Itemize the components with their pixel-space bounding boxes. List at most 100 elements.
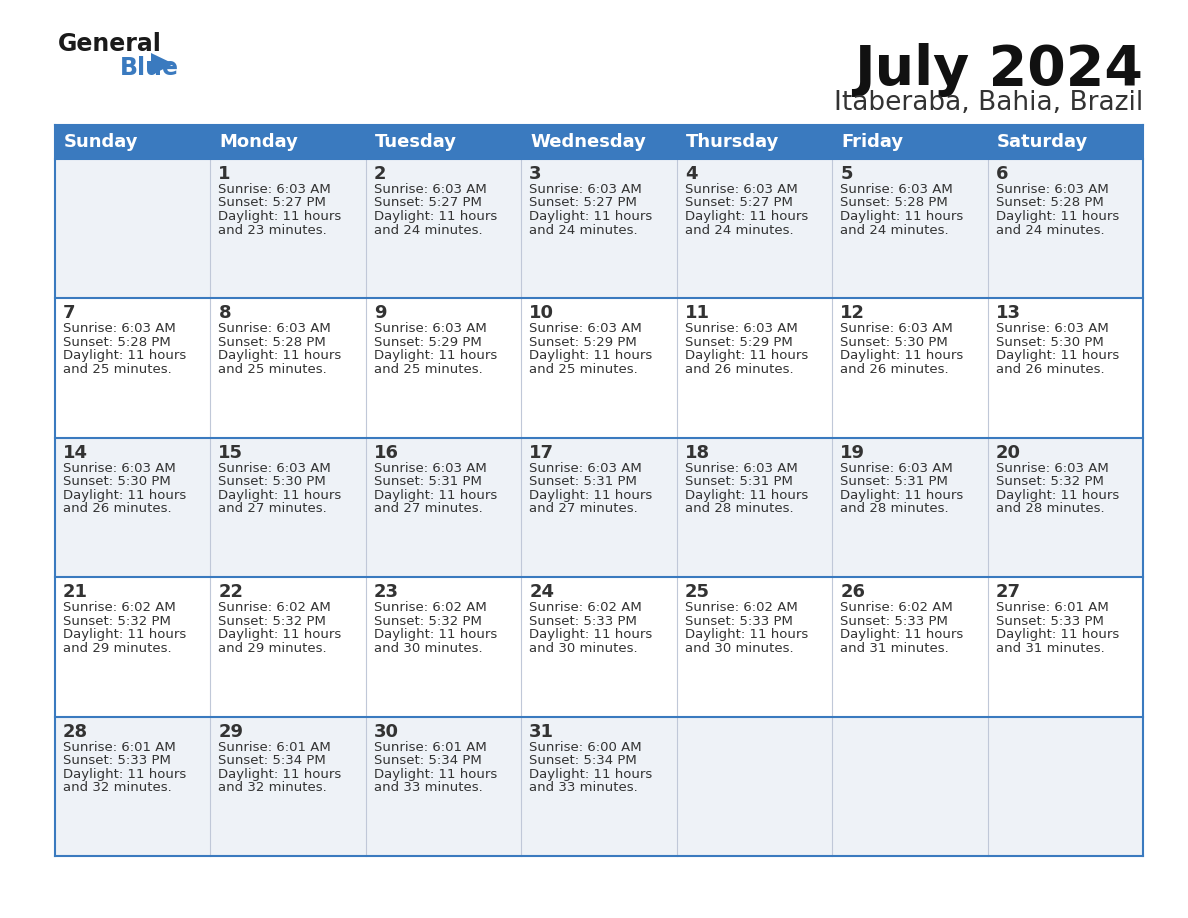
Text: Sunset: 5:31 PM: Sunset: 5:31 PM	[374, 476, 481, 488]
Text: Daylight: 11 hours: Daylight: 11 hours	[530, 210, 652, 223]
Text: 25: 25	[684, 583, 709, 601]
Text: Sunrise: 6:03 AM: Sunrise: 6:03 AM	[219, 322, 331, 335]
Text: Sunrise: 6:03 AM: Sunrise: 6:03 AM	[219, 183, 331, 196]
Text: Sunrise: 6:03 AM: Sunrise: 6:03 AM	[63, 462, 176, 475]
Text: and 30 minutes.: and 30 minutes.	[684, 642, 794, 655]
Text: Daylight: 11 hours: Daylight: 11 hours	[63, 488, 187, 502]
Text: 23: 23	[374, 583, 399, 601]
Text: Daylight: 11 hours: Daylight: 11 hours	[684, 628, 808, 641]
Text: and 25 minutes.: and 25 minutes.	[374, 363, 482, 375]
Text: and 25 minutes.: and 25 minutes.	[530, 363, 638, 375]
Text: Daylight: 11 hours: Daylight: 11 hours	[840, 350, 963, 363]
Text: 15: 15	[219, 443, 244, 462]
Text: Thursday: Thursday	[685, 133, 779, 151]
Text: Sunset: 5:31 PM: Sunset: 5:31 PM	[684, 476, 792, 488]
Text: Sunrise: 6:03 AM: Sunrise: 6:03 AM	[840, 322, 953, 335]
Text: Sunday: Sunday	[64, 133, 139, 151]
Text: Sunrise: 6:03 AM: Sunrise: 6:03 AM	[840, 183, 953, 196]
Text: and 27 minutes.: and 27 minutes.	[530, 502, 638, 515]
Text: Daylight: 11 hours: Daylight: 11 hours	[996, 628, 1119, 641]
Text: Saturday: Saturday	[997, 133, 1088, 151]
Text: Sunset: 5:33 PM: Sunset: 5:33 PM	[63, 754, 171, 767]
Text: and 24 minutes.: and 24 minutes.	[374, 223, 482, 237]
Text: Itaberaba, Bahia, Brazil: Itaberaba, Bahia, Brazil	[834, 90, 1143, 116]
Text: Daylight: 11 hours: Daylight: 11 hours	[684, 488, 808, 502]
Text: Daylight: 11 hours: Daylight: 11 hours	[530, 350, 652, 363]
Text: 2: 2	[374, 165, 386, 183]
Text: Sunrise: 6:03 AM: Sunrise: 6:03 AM	[684, 183, 797, 196]
Text: General: General	[58, 32, 162, 56]
Text: Sunrise: 6:03 AM: Sunrise: 6:03 AM	[684, 462, 797, 475]
Text: Sunset: 5:27 PM: Sunset: 5:27 PM	[684, 196, 792, 209]
Text: Friday: Friday	[841, 133, 903, 151]
Text: and 26 minutes.: and 26 minutes.	[996, 363, 1104, 375]
Text: and 24 minutes.: and 24 minutes.	[530, 223, 638, 237]
Text: and 26 minutes.: and 26 minutes.	[63, 502, 171, 515]
Text: Blue: Blue	[120, 56, 179, 80]
Text: 3: 3	[530, 165, 542, 183]
Text: 14: 14	[63, 443, 88, 462]
Text: Daylight: 11 hours: Daylight: 11 hours	[219, 488, 342, 502]
Text: Sunset: 5:31 PM: Sunset: 5:31 PM	[530, 476, 637, 488]
Text: Sunrise: 6:03 AM: Sunrise: 6:03 AM	[996, 462, 1108, 475]
Text: Sunrise: 6:02 AM: Sunrise: 6:02 AM	[530, 601, 642, 614]
Text: and 27 minutes.: and 27 minutes.	[374, 502, 482, 515]
Text: Sunrise: 6:03 AM: Sunrise: 6:03 AM	[996, 322, 1108, 335]
Text: Sunrise: 6:03 AM: Sunrise: 6:03 AM	[219, 462, 331, 475]
Text: Sunrise: 6:03 AM: Sunrise: 6:03 AM	[374, 462, 487, 475]
Text: and 23 minutes.: and 23 minutes.	[219, 223, 327, 237]
Text: Sunset: 5:34 PM: Sunset: 5:34 PM	[374, 754, 481, 767]
Text: Sunset: 5:27 PM: Sunset: 5:27 PM	[219, 196, 327, 209]
Bar	[55, 125, 1143, 159]
Text: Sunset: 5:29 PM: Sunset: 5:29 PM	[374, 336, 481, 349]
Text: Daylight: 11 hours: Daylight: 11 hours	[219, 767, 342, 780]
Text: 9: 9	[374, 305, 386, 322]
Text: Daylight: 11 hours: Daylight: 11 hours	[374, 210, 497, 223]
Text: Sunset: 5:29 PM: Sunset: 5:29 PM	[684, 336, 792, 349]
Text: Daylight: 11 hours: Daylight: 11 hours	[63, 350, 187, 363]
Text: and 29 minutes.: and 29 minutes.	[219, 642, 327, 655]
Text: Sunset: 5:32 PM: Sunset: 5:32 PM	[996, 476, 1104, 488]
Bar	[55, 717, 1143, 856]
Text: and 24 minutes.: and 24 minutes.	[684, 223, 794, 237]
Text: and 28 minutes.: and 28 minutes.	[684, 502, 794, 515]
Text: Daylight: 11 hours: Daylight: 11 hours	[63, 628, 187, 641]
Text: Sunrise: 6:00 AM: Sunrise: 6:00 AM	[530, 741, 642, 754]
Text: Sunrise: 6:01 AM: Sunrise: 6:01 AM	[374, 741, 487, 754]
Text: Sunset: 5:28 PM: Sunset: 5:28 PM	[63, 336, 171, 349]
Text: Daylight: 11 hours: Daylight: 11 hours	[63, 767, 187, 780]
Text: 19: 19	[840, 443, 865, 462]
Text: and 24 minutes.: and 24 minutes.	[840, 223, 949, 237]
Text: Sunset: 5:34 PM: Sunset: 5:34 PM	[530, 754, 637, 767]
Text: 18: 18	[684, 443, 710, 462]
Text: 7: 7	[63, 305, 76, 322]
Text: Daylight: 11 hours: Daylight: 11 hours	[374, 350, 497, 363]
Text: 5: 5	[840, 165, 853, 183]
Text: and 33 minutes.: and 33 minutes.	[530, 781, 638, 794]
Text: Sunrise: 6:03 AM: Sunrise: 6:03 AM	[530, 462, 642, 475]
Text: Sunset: 5:32 PM: Sunset: 5:32 PM	[63, 615, 171, 628]
Text: 27: 27	[996, 583, 1020, 601]
Polygon shape	[151, 53, 173, 75]
Text: 30: 30	[374, 722, 399, 741]
Text: Sunrise: 6:02 AM: Sunrise: 6:02 AM	[219, 601, 331, 614]
Text: Sunset: 5:32 PM: Sunset: 5:32 PM	[374, 615, 481, 628]
Text: Sunrise: 6:03 AM: Sunrise: 6:03 AM	[374, 183, 487, 196]
Text: and 29 minutes.: and 29 minutes.	[63, 642, 171, 655]
Text: Monday: Monday	[220, 133, 298, 151]
Text: Daylight: 11 hours: Daylight: 11 hours	[374, 767, 497, 780]
Text: Daylight: 11 hours: Daylight: 11 hours	[684, 350, 808, 363]
Text: Sunrise: 6:01 AM: Sunrise: 6:01 AM	[219, 741, 331, 754]
Text: Sunrise: 6:03 AM: Sunrise: 6:03 AM	[530, 322, 642, 335]
Text: and 32 minutes.: and 32 minutes.	[63, 781, 172, 794]
Bar	[55, 298, 1143, 438]
Text: 10: 10	[530, 305, 555, 322]
Text: and 27 minutes.: and 27 minutes.	[219, 502, 327, 515]
Text: Tuesday: Tuesday	[375, 133, 457, 151]
Text: 20: 20	[996, 443, 1020, 462]
Text: Sunrise: 6:03 AM: Sunrise: 6:03 AM	[530, 183, 642, 196]
Text: 22: 22	[219, 583, 244, 601]
Text: Daylight: 11 hours: Daylight: 11 hours	[840, 628, 963, 641]
Text: Daylight: 11 hours: Daylight: 11 hours	[530, 628, 652, 641]
Text: 16: 16	[374, 443, 399, 462]
